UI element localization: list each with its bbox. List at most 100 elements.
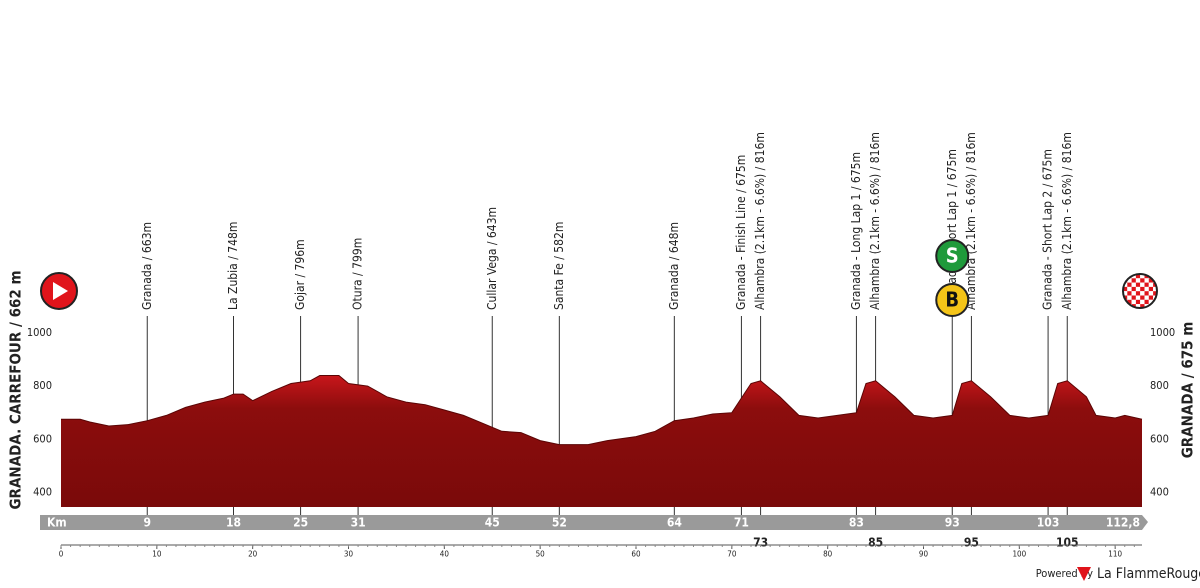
checker: [1144, 282, 1149, 287]
x-tick-label: 100: [1012, 550, 1026, 559]
waypoint-km: 9: [143, 516, 151, 530]
checker: [1148, 282, 1154, 287]
checker: [1140, 299, 1145, 305]
finish-km: 112,8: [1106, 516, 1140, 530]
checker: [1148, 291, 1154, 296]
profile-fill: [61, 375, 1142, 507]
waypoint-name: Granada - Long Lap 1 / 675m: [849, 152, 863, 310]
waypoint-km: 64: [667, 516, 683, 530]
checker: [1123, 291, 1128, 296]
x-tick-label: 60: [631, 550, 641, 559]
checker: [1148, 295, 1154, 300]
checker: [1148, 299, 1154, 305]
waypoint-name: La Zubia / 748m: [226, 222, 240, 310]
checker: [1140, 278, 1145, 283]
waypoint-name: Granada / 648m: [667, 222, 681, 310]
checker: [1148, 286, 1154, 292]
checker: [1127, 282, 1132, 287]
waypoint-km: 93: [945, 516, 960, 530]
waypoint-km: 71: [734, 516, 749, 530]
checker: [1131, 299, 1136, 305]
checker: [1123, 286, 1128, 292]
checker: [1127, 291, 1132, 296]
waypoint-name: Alhambra (2.1km - 6.6%) / 816m: [964, 132, 978, 310]
checker: [1135, 274, 1141, 279]
checker: [1131, 295, 1136, 300]
waypoint-name: Cullar Vega / 643m: [485, 207, 499, 310]
start-icon: [40, 272, 78, 310]
waypoint-km: 45: [485, 516, 500, 530]
checker: [1140, 286, 1145, 292]
checker: [1153, 291, 1157, 296]
waypoint-km: 52: [552, 516, 567, 530]
checker: [1140, 274, 1145, 279]
waypoint-km: 85: [868, 536, 883, 550]
x-tick-label: 90: [919, 550, 929, 559]
checker: [1148, 278, 1154, 283]
checker: [1144, 278, 1149, 283]
y-tick-label: 1000: [27, 326, 52, 339]
checker: [1127, 286, 1132, 292]
checker: [1135, 295, 1141, 300]
waypoint-km: 105: [1056, 536, 1079, 550]
x-tick-label: 0: [59, 550, 64, 559]
waypoint-km: 95: [964, 536, 979, 550]
y-tick-label-right: 400: [1150, 485, 1169, 498]
waypoint-km: 73: [753, 536, 768, 550]
y-tick-label-right: 800: [1150, 379, 1169, 392]
checker: [1127, 295, 1132, 300]
waypoint-name: Alhambra (2.1km - 6.6%) / 816m: [868, 132, 882, 310]
brand: La FlammeRouge: [1097, 566, 1200, 582]
finish-icon: [1122, 273, 1158, 309]
x-tick-label: 80: [823, 550, 833, 559]
y-tick-label-right: 600: [1150, 432, 1169, 445]
checker: [1135, 304, 1141, 308]
waypoint-km: 25: [293, 516, 308, 530]
sprint-marker: [935, 239, 970, 273]
checker: [1135, 299, 1141, 305]
start-label: GRANADA. CARREFOUR / 662 m: [7, 270, 25, 509]
finish-ring: [1122, 273, 1158, 309]
checker: [1131, 291, 1136, 296]
checker: [1131, 282, 1136, 287]
km-bar: [40, 515, 1148, 530]
y-tick-label: 800: [33, 379, 52, 392]
x-tick-label: 30: [344, 550, 354, 559]
waypoint-name: Gojar / 796m: [293, 239, 307, 310]
profile-line: [61, 375, 1143, 446]
waypoint-name: Alhambra (2.1km - 6.6%) / 816m: [1060, 132, 1074, 310]
checker: [1144, 286, 1149, 292]
checker: [1144, 291, 1149, 296]
waypoint-name: Granada / 663m: [140, 222, 154, 310]
checker: [1140, 291, 1145, 296]
y-tick-label-right: 1000: [1150, 326, 1175, 339]
checker: [1140, 282, 1145, 287]
checker: [1135, 286, 1141, 292]
waypoint-name: Santa Fe / 582m: [552, 222, 566, 310]
y-tick-label: 600: [33, 432, 52, 445]
waypoint-km: 83: [849, 516, 864, 530]
brand-logo: [1077, 567, 1091, 581]
x-tick-label: 110: [1108, 550, 1122, 559]
waypoint-name: Otura / 799m: [351, 238, 365, 310]
checker: [1144, 299, 1149, 305]
x-tick-label: 70: [727, 550, 737, 559]
sprint-marker-label: B: [945, 288, 959, 312]
x-tick-label: 40: [440, 550, 450, 559]
waypoint-km: 18: [226, 516, 241, 530]
checker: [1153, 286, 1157, 292]
checker: [1140, 304, 1145, 308]
sprint-marker-label: S: [946, 244, 959, 268]
x-axis-label: Km: [47, 516, 67, 530]
checker: [1135, 282, 1141, 287]
checker: [1144, 295, 1149, 300]
checker: [1135, 291, 1141, 296]
x-tick-label: 50: [536, 550, 546, 559]
sprint-marker: [935, 283, 970, 317]
waypoint-name: Granada - Finish Line / 675m: [734, 155, 748, 310]
checker: [1131, 286, 1136, 292]
checker: [1127, 299, 1132, 305]
x-tick-label: 10: [152, 550, 162, 559]
waypoint-name: Granada - Short Lap 2 / 675m: [1041, 149, 1055, 310]
